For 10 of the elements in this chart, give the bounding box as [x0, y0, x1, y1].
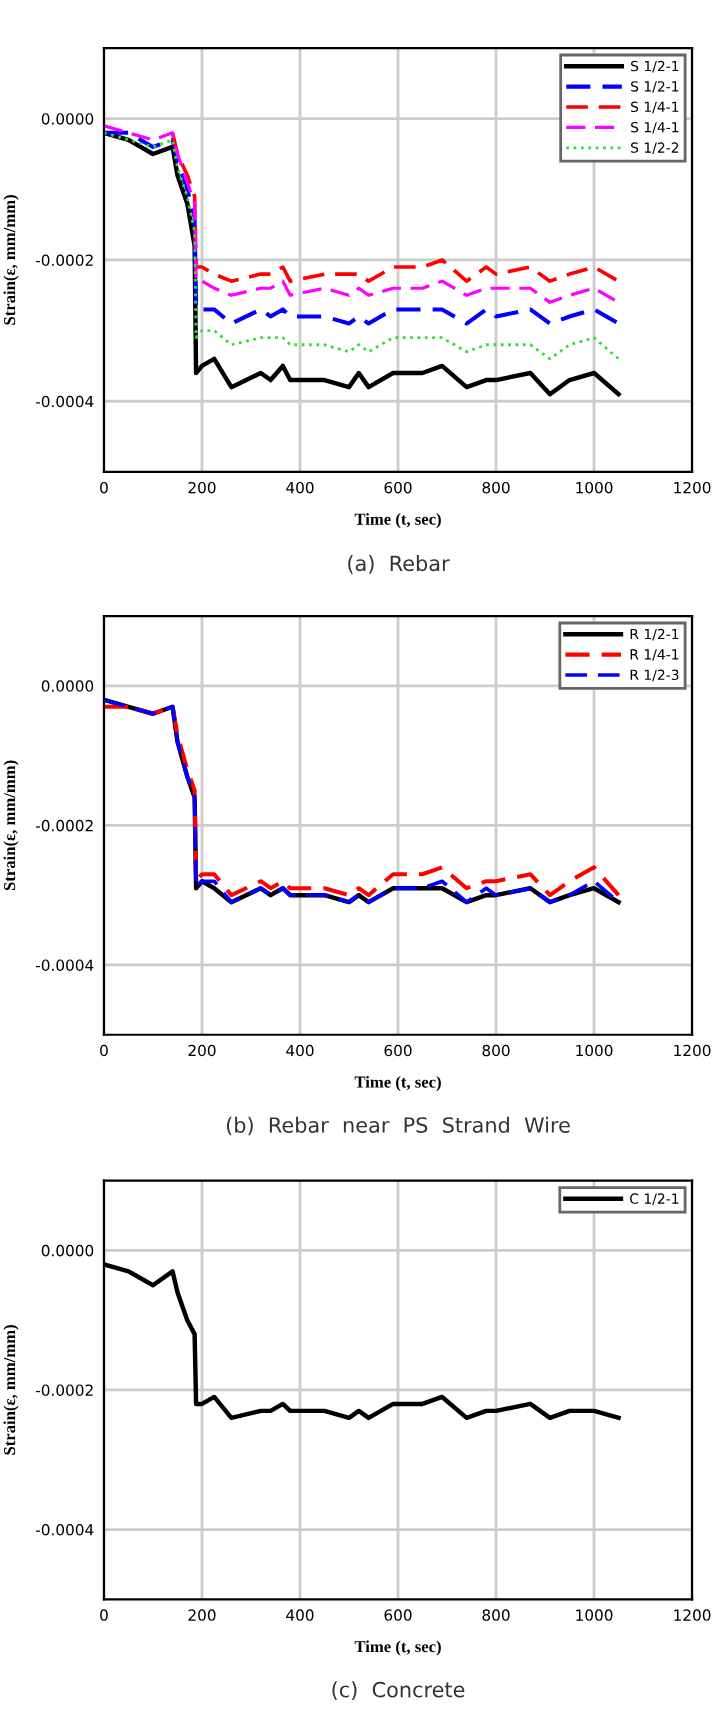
text: (a) Rebar — [348, 555, 450, 574]
text: (c) Concrete — [332, 1681, 465, 1700]
x-axis-title: Time (t, sec) — [354, 1640, 441, 1656]
y-axis-title: Strain(ε, mm/mm) — [3, 195, 19, 325]
x-axis-title: Time (t, sec) — [354, 1075, 441, 1092]
y-axis-title: Strain(ε, mm/mm) — [3, 1325, 19, 1455]
text: (b) Rebar near PS Strand Wire — [226, 1116, 570, 1136]
y-axis-title: Strain(ε, mm/mm) — [3, 760, 19, 891]
line-series — [170, 131, 621, 283]
x-axis-title: Time (t, sec) — [354, 513, 441, 529]
